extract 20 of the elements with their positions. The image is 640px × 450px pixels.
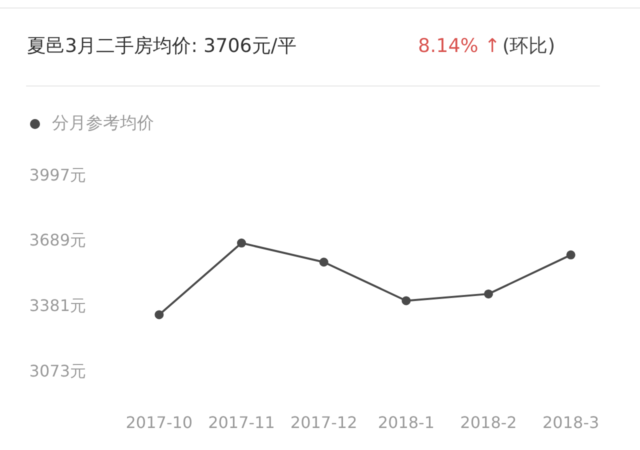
text: 8.14% ↑	[418, 35, 500, 57]
y-tick-label: 3381元	[29, 296, 86, 316]
x-tick-label: 2018-2	[460, 413, 517, 432]
y-tick-label: 3073元	[29, 361, 86, 380]
text: (环比)	[502, 35, 556, 57]
point	[154, 310, 164, 320]
x-tick-label: 2017-10	[126, 413, 193, 432]
point	[484, 289, 493, 298]
x-tick-label: 2018-1	[378, 413, 435, 432]
point	[319, 258, 328, 267]
point	[402, 296, 411, 306]
point	[237, 238, 246, 248]
legend-label: 分月参考均价	[52, 114, 154, 134]
y-tick-label: 3689元	[29, 230, 86, 250]
x-tick-label: 2018-3	[542, 413, 600, 432]
x-tick-label: 2017-12	[290, 413, 358, 432]
chart-title: 夏邑3月二手房均价: 3706元/平	[27, 35, 296, 57]
point	[566, 250, 576, 260]
x-tick-label: 2017-11	[208, 413, 275, 432]
y-tick-label: 3997元	[29, 165, 86, 184]
